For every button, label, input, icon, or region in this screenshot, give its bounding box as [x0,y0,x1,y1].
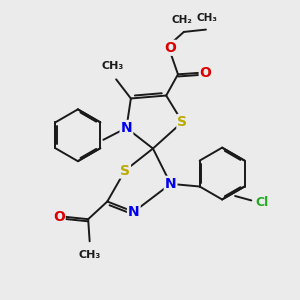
Text: O: O [53,210,65,224]
Text: N: N [128,205,140,219]
Text: O: O [200,66,212,80]
Text: CH₃: CH₃ [197,13,218,23]
Text: S: S [120,164,130,178]
Text: CH₃: CH₃ [79,250,101,260]
Text: CH₃: CH₃ [101,61,124,71]
Text: S: S [177,115,188,129]
Text: N: N [165,177,176,191]
Text: O: O [164,41,176,55]
Text: Cl: Cl [255,196,268,209]
Text: N: N [121,121,132,135]
Text: CH₂: CH₂ [172,15,193,26]
